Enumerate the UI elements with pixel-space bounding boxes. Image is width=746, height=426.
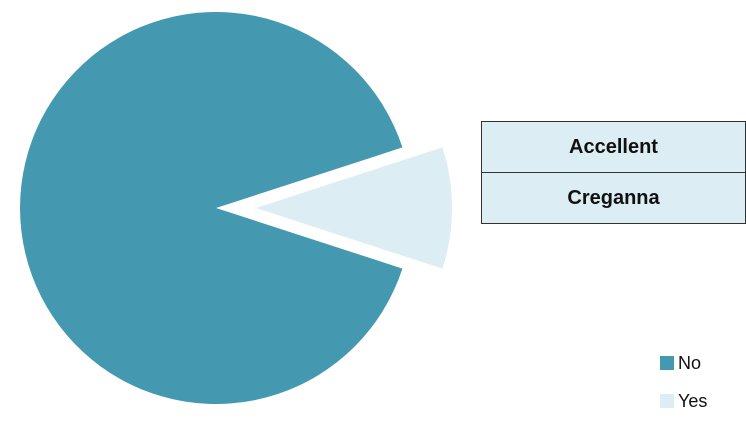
annotation-accellent: Accellent (481, 121, 746, 173)
pie-slice-no (19, 11, 403, 404)
legend-swatch-no (660, 356, 674, 370)
legend-label-yes: Yes (678, 390, 708, 411)
pie-slices (19, 11, 452, 404)
legend-item-no: No (660, 350, 740, 376)
legend-swatch-yes (660, 394, 674, 408)
annotation-row: Creganna (481, 172, 746, 224)
annotation-creganna: Creganna (481, 172, 746, 224)
annotation-row: Accellent (481, 121, 746, 173)
pie-slice-yes (256, 147, 452, 269)
legend-label-no: No (678, 352, 702, 373)
annotation-table: Accellent Creganna (481, 121, 746, 224)
legend: No Yes (660, 350, 740, 426)
legend-item-yes: Yes (660, 388, 740, 414)
